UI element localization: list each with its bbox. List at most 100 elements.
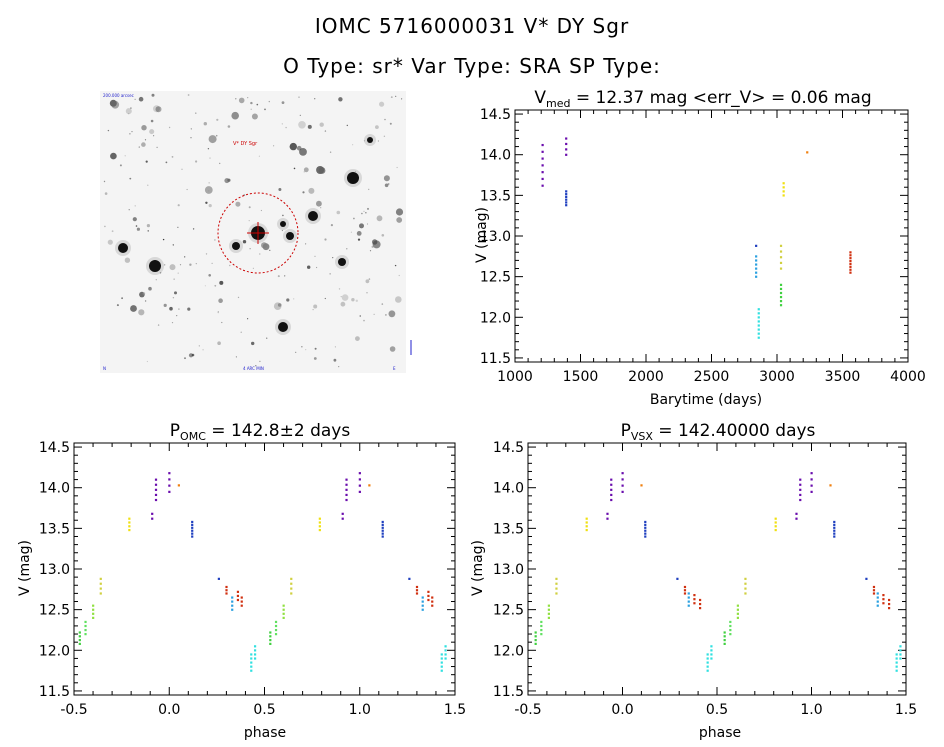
finder-star	[138, 309, 145, 316]
phase_omc-data-point	[440, 653, 443, 656]
phase_vsx-data-point	[729, 633, 732, 636]
finder-star	[155, 279, 157, 281]
lightcurve-data-point	[779, 256, 783, 259]
finder-star	[394, 264, 397, 267]
finder-bright-star	[308, 211, 318, 221]
phase-omc-title: POMC = 142.8±2 days	[170, 421, 351, 443]
lightcurve-data-point	[779, 261, 783, 265]
finder-star	[299, 148, 307, 156]
phase_vsx-data-point	[876, 596, 879, 599]
finder-star	[192, 228, 195, 230]
phase_omc-data-point	[358, 484, 361, 487]
finder-star	[371, 245, 374, 248]
phase_vsx-data-point	[723, 635, 726, 638]
phase_vsx-data-point	[555, 592, 558, 595]
lightcurve-panel: Vmed = 12.37 mag <err_V> = 0.06 mag 1000…	[474, 88, 926, 408]
finder-star	[151, 93, 155, 97]
finder-star	[219, 280, 224, 285]
phase_vsx-data-point	[899, 657, 902, 660]
phase_vsx-data-point	[744, 577, 747, 580]
phase_omc-data-point	[427, 590, 430, 593]
finder-star	[324, 238, 327, 241]
phase_vsx-data-point	[547, 608, 550, 611]
finder-star	[281, 229, 283, 232]
phase_vsx-data-point	[534, 642, 537, 645]
finder-star	[381, 234, 385, 237]
finder-star	[340, 301, 346, 307]
lightcurve-data-point	[755, 275, 758, 278]
phase_omc-data-point	[358, 490, 361, 493]
lightcurve-data-point	[779, 287, 783, 291]
finder-star	[346, 248, 348, 250]
finder-star	[389, 122, 392, 125]
finder-bright-star	[149, 260, 161, 272]
phase_omc-data-point	[415, 589, 419, 592]
finder-star	[390, 96, 393, 98]
finder-star	[190, 137, 192, 139]
finder-star	[352, 144, 354, 146]
lightcurve-data-point	[755, 267, 758, 270]
finder-star	[111, 230, 114, 233]
finder-star	[314, 255, 316, 257]
phase_vsx-data-point	[799, 493, 802, 497]
phase_vsx-data-point	[706, 661, 709, 664]
phase-vsx-panel: PVSX = 142.40000 days -0.5 0.0 0.5 1.0 1.5 11…	[470, 421, 917, 741]
phase_vsx-data-point	[899, 649, 902, 652]
phase_omc-data-point	[236, 598, 240, 602]
finder-star	[313, 357, 317, 360]
phase_vsx-data-point	[710, 645, 713, 648]
phase_omc-data-point	[269, 635, 272, 638]
finder-star	[316, 200, 322, 207]
finder-star	[277, 275, 280, 278]
finder-star	[313, 304, 318, 309]
phase_omc-data-point	[78, 635, 81, 638]
lightcurve-data-point	[755, 271, 758, 274]
lightcurve-xtick-label: 3000	[759, 369, 795, 385]
phase_omc-data-point	[84, 633, 87, 636]
finder-star-field	[103, 93, 404, 368]
phase_vsx-data-point	[887, 598, 891, 602]
phase_vsx-data-point	[799, 488, 802, 491]
phase_vsx-data-point	[621, 484, 624, 487]
finder-star	[293, 298, 295, 300]
phase_omc-data-point	[191, 535, 194, 538]
page-title: IOMC 5716000031 V* DY Sgr	[314, 14, 630, 38]
phase_omc-data-point	[318, 521, 321, 524]
finder-star	[338, 97, 343, 102]
finder-star	[298, 96, 300, 98]
finder-star	[157, 324, 160, 326]
phase_vsx-data-point	[693, 594, 696, 597]
lightcurve-data-point	[849, 268, 852, 271]
finder-star	[266, 337, 268, 339]
finder-east-label: E	[393, 366, 396, 371]
lightcurve-data-point	[806, 151, 809, 154]
finder-star	[396, 166, 398, 169]
phase_omc-data-point	[282, 608, 285, 611]
finder-star	[293, 167, 296, 170]
phase-omc-panel: POMC = 142.8±2 days -0.5 0.0 0.5 1.0 1.5 11.5…	[17, 421, 466, 741]
phase_omc-data-point	[381, 529, 384, 532]
phase_vsx-data-point	[585, 521, 588, 524]
phase_vsx-data-point	[729, 620, 732, 624]
phase-vsx-title-rest: = 142.40000 days	[653, 421, 816, 441]
phase_vsx-data-point	[710, 649, 713, 652]
lightcurve-data-point	[541, 184, 544, 187]
finder-star	[195, 112, 197, 114]
finder-star	[208, 182, 210, 184]
lightcurve-xtick-label: 2000	[628, 369, 664, 385]
phase_vsx-data-point	[829, 484, 832, 487]
finder-bright-star	[232, 242, 240, 250]
finder-star	[356, 231, 362, 236]
finder-star	[366, 292, 368, 294]
lightcurve-data-point	[779, 267, 783, 270]
phase_vsx-ytick-label: 14.0	[493, 481, 524, 497]
finder-star	[332, 257, 334, 259]
phase_vsx-data-point	[895, 657, 898, 660]
phase_vsx-data-point	[610, 488, 613, 491]
finder-star	[163, 303, 167, 307]
finder-star	[156, 146, 158, 149]
finder-star	[125, 108, 132, 115]
phase_vsx-data-point	[585, 525, 588, 528]
phase_vsx-data-point	[621, 490, 624, 493]
